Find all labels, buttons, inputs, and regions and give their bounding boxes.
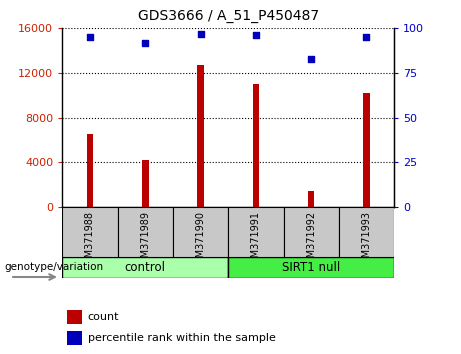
Point (142, 40, 149, 45)
Bar (363, 93, 370, 207)
Text: count: count (88, 312, 119, 322)
Point (307, 56, 315, 62)
Text: GSM371990: GSM371990 (195, 211, 206, 270)
Bar (62, 207, 118, 257)
Text: GSM371993: GSM371993 (361, 211, 372, 270)
Text: GSM371992: GSM371992 (306, 211, 316, 270)
Text: GSM371988: GSM371988 (85, 211, 95, 270)
Bar (173, 207, 228, 257)
Text: control: control (125, 261, 165, 274)
Bar (308, 192, 314, 207)
Point (363, 34, 370, 40)
Bar (284, 207, 339, 257)
Text: GSM371989: GSM371989 (140, 211, 150, 270)
Bar (142, 160, 148, 207)
Point (252, 33, 260, 38)
Title: GDS3666 / A_51_P450487: GDS3666 / A_51_P450487 (138, 9, 319, 23)
Bar (67, 310, 83, 324)
Bar (62, 257, 228, 278)
Bar (228, 257, 394, 278)
Bar (67, 331, 83, 345)
Bar (197, 65, 204, 207)
Point (197, 31, 204, 36)
Text: genotype/variation: genotype/variation (5, 262, 104, 272)
Bar (118, 207, 173, 257)
Text: SIRT1 null: SIRT1 null (282, 261, 340, 274)
Bar (339, 207, 394, 257)
Bar (87, 135, 93, 207)
Bar (253, 84, 259, 207)
Bar (228, 207, 284, 257)
Text: GSM371991: GSM371991 (251, 211, 261, 270)
Text: percentile rank within the sample: percentile rank within the sample (88, 333, 276, 343)
Point (86, 34, 94, 40)
